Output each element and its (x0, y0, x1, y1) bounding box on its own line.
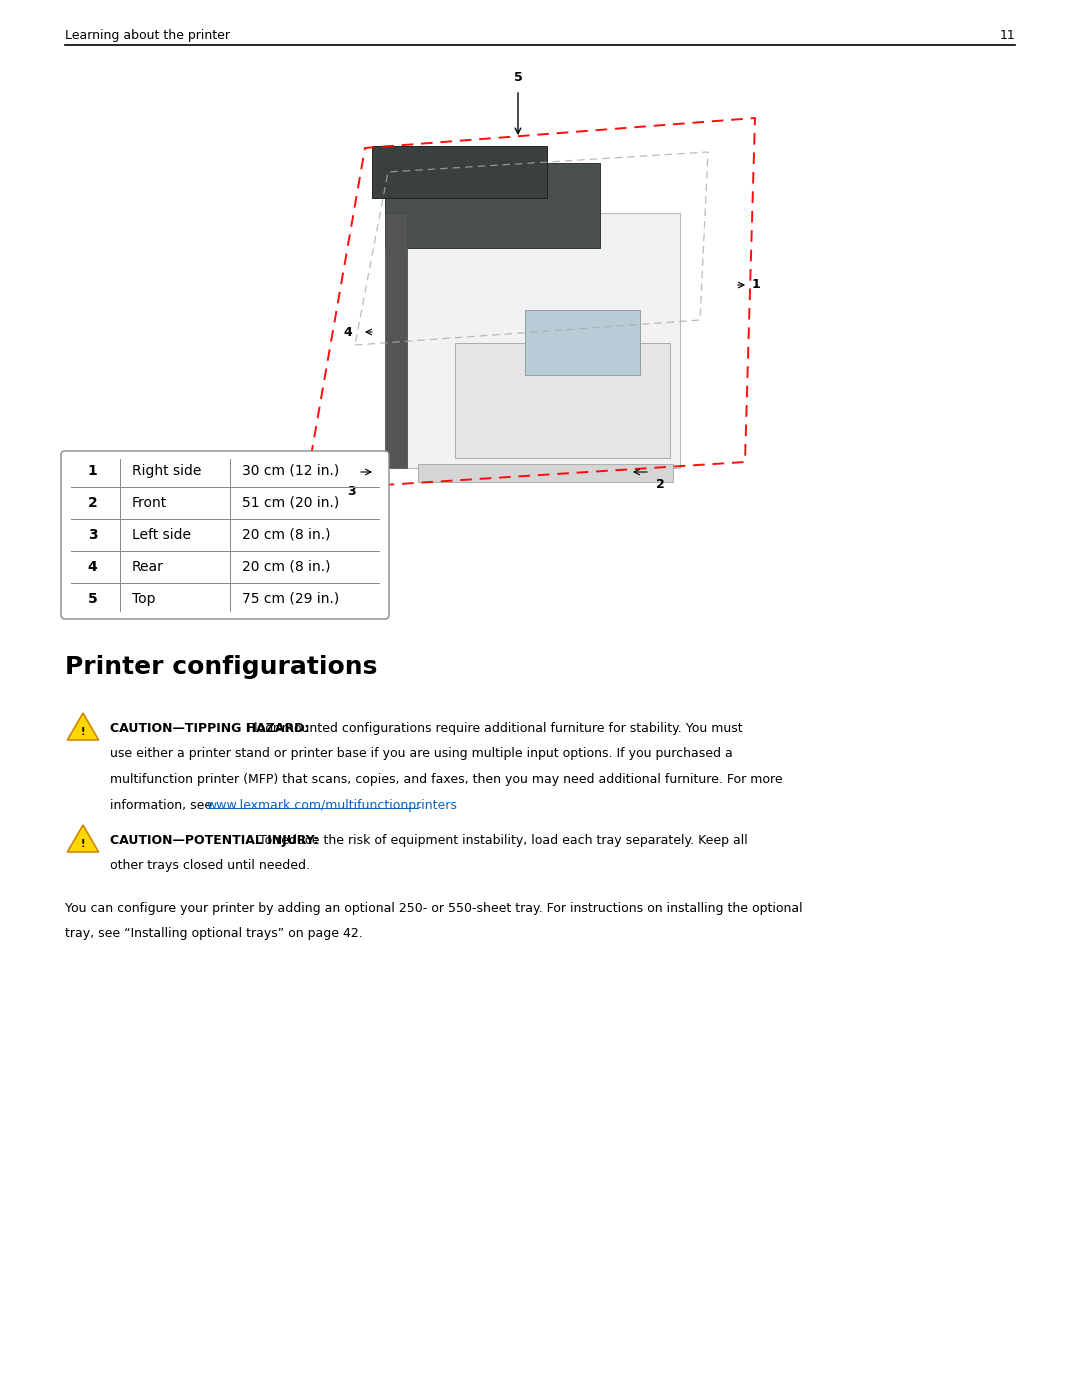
Text: CAUTION—POTENTIAL INJURY:: CAUTION—POTENTIAL INJURY: (110, 834, 319, 847)
Text: 1: 1 (87, 464, 97, 478)
FancyBboxPatch shape (405, 212, 680, 468)
Text: 11: 11 (999, 29, 1015, 42)
Text: Front: Front (132, 496, 167, 510)
FancyBboxPatch shape (455, 344, 670, 458)
Text: .: . (418, 799, 422, 812)
Text: Top: Top (132, 592, 156, 606)
Text: 20 cm (8 in.): 20 cm (8 in.) (242, 528, 330, 542)
Text: www.lexmark.com/multifunctionprinters: www.lexmark.com/multifunctionprinters (207, 799, 458, 812)
Text: 3: 3 (348, 485, 356, 497)
Text: Rear: Rear (132, 560, 164, 574)
Text: multifunction printer (MFP) that scans, copies, and faxes, then you may need add: multifunction printer (MFP) that scans, … (110, 773, 783, 787)
Text: !: ! (81, 726, 85, 736)
FancyBboxPatch shape (372, 147, 546, 198)
Text: 5: 5 (514, 71, 523, 84)
Text: Printer configurations: Printer configurations (65, 655, 377, 679)
Text: 20 cm (8 in.): 20 cm (8 in.) (242, 560, 330, 574)
Text: 3: 3 (87, 528, 97, 542)
Text: Right side: Right side (132, 464, 201, 478)
Text: Floor-mounted configurations require additional furniture for stability. You mus: Floor-mounted configurations require add… (243, 722, 743, 735)
FancyBboxPatch shape (60, 451, 389, 619)
Text: use either a printer stand or printer base if you are using multiple input optio: use either a printer stand or printer ba… (110, 747, 732, 760)
Text: 4: 4 (343, 326, 352, 338)
Text: 5: 5 (87, 592, 97, 606)
Polygon shape (67, 826, 98, 852)
Text: 4: 4 (87, 560, 97, 574)
FancyBboxPatch shape (384, 212, 407, 468)
Text: !: ! (81, 840, 85, 849)
Text: 30 cm (12 in.): 30 cm (12 in.) (242, 464, 339, 478)
Text: Learning about the printer: Learning about the printer (65, 29, 230, 42)
FancyBboxPatch shape (525, 310, 640, 374)
Text: CAUTION—TIPPING HAZARD:: CAUTION—TIPPING HAZARD: (110, 722, 309, 735)
Text: You can configure your printer by adding an optional 250- or 550-sheet tray. For: You can configure your printer by adding… (65, 902, 802, 915)
FancyBboxPatch shape (418, 464, 673, 482)
Text: 75 cm (29 in.): 75 cm (29 in.) (242, 592, 339, 606)
Text: 2: 2 (656, 478, 664, 490)
Text: 51 cm (20 in.): 51 cm (20 in.) (242, 496, 339, 510)
Text: 1: 1 (752, 278, 760, 292)
Text: Left side: Left side (132, 528, 191, 542)
Text: tray, see “Installing optional trays” on page 42.: tray, see “Installing optional trays” on… (65, 928, 363, 940)
FancyBboxPatch shape (384, 163, 600, 249)
Text: information, see: information, see (110, 799, 216, 812)
Text: other trays closed until needed.: other trays closed until needed. (110, 859, 310, 873)
Polygon shape (67, 712, 98, 740)
Text: To reduce the risk of equipment instability, load each tray separately. Keep all: To reduce the risk of equipment instabil… (255, 834, 747, 847)
Text: 2: 2 (87, 496, 97, 510)
